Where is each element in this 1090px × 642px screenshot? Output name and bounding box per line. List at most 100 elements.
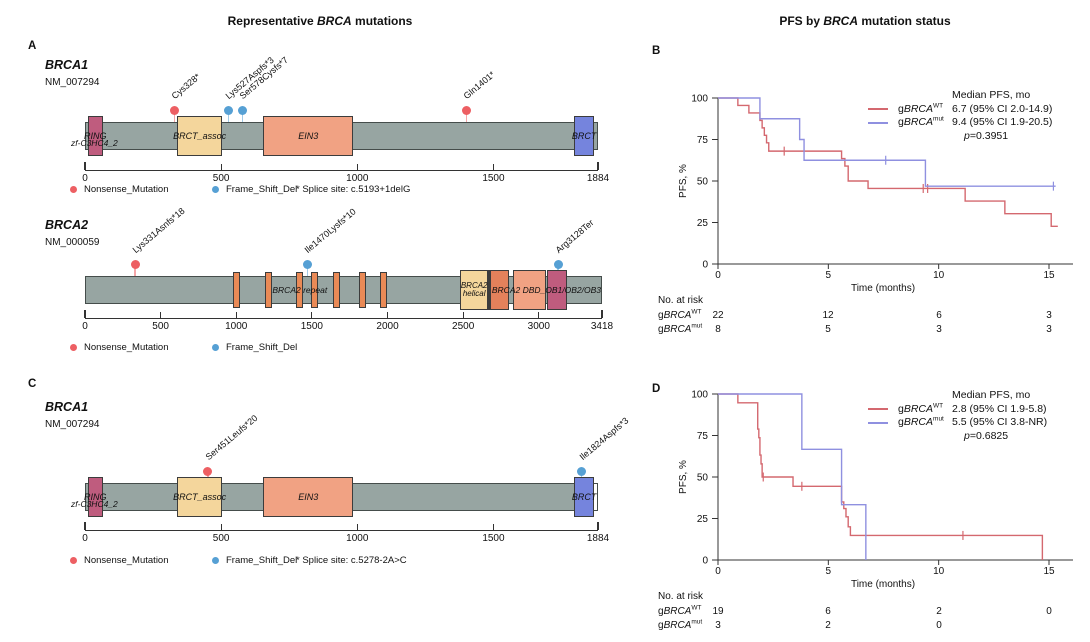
nonsense-dot-icon (70, 557, 77, 564)
transcript-id: NM_007294 (45, 419, 100, 430)
mutation-dot-frameshift (237, 106, 247, 115)
risk-value: 3 (1046, 310, 1052, 321)
risk-value: 2 (825, 620, 831, 631)
km-curve-wt (718, 393, 1044, 560)
gene-name: BRCA1 (45, 58, 89, 72)
series-name-wt: gBRCAWT (898, 402, 944, 415)
km-plot-svg: 0 25 50 75 100 0 5 10 15 PFS, % Time (months) (678, 390, 1073, 590)
x-tick-label: 5 (826, 566, 832, 577)
mutation-legend: Nonsense_Mutation Frame_Shift_Del (0, 342, 640, 356)
brc-repeat-box (310, 272, 318, 308)
axis-tick (597, 522, 599, 530)
legend-item-nonsense: Nonsense_Mutation (70, 342, 169, 353)
mutation-label: Cys328* (169, 71, 203, 101)
axis-tick-label: 1000 (346, 173, 369, 184)
gene-bar: RING BRCT_assoc EIN3 BRCT zf-C3HC4_2 Ser451Le… (71, 413, 630, 517)
x-tick-label: 0 (715, 566, 721, 577)
mutation-dot-nonsense (169, 106, 179, 115)
y-axis-label: PFS, % (678, 164, 689, 198)
left-figure-title: Representative BRCA mutations (227, 14, 413, 28)
mutation-stem (465, 110, 468, 122)
p-value: p=0.3951 (964, 129, 1009, 142)
risk-value: 3 (715, 620, 721, 631)
axis-tick-label: 1000 (346, 533, 369, 544)
mutation-dot-nonsense (203, 467, 213, 476)
wt-line-swatch (868, 108, 888, 111)
risk-value: 19 (712, 606, 724, 617)
repeat-region-label: BRCA2 repeat (272, 285, 328, 295)
p-value: p=0.6825 (964, 429, 1009, 442)
mutation-dot-frameshift (223, 106, 233, 115)
km-legend-header: Median PFS, mo (952, 389, 1031, 401)
mutation-dot-nonsense (130, 260, 140, 269)
y-tick-label: 100 (691, 390, 708, 401)
frameshift-dot-icon (212, 344, 219, 351)
y-axis-label: PFS, % (678, 460, 689, 494)
axis-tick (220, 524, 222, 530)
axis-tick-label: 1000 (225, 321, 248, 332)
legend-item-frameshift: Frame_Shift_Del (212, 184, 297, 195)
mutation-stem (241, 110, 244, 122)
x-tick-label: 15 (1043, 566, 1055, 577)
legend-item-frameshift: Frame_Shift_Del (212, 555, 297, 566)
axis-tick-label: 0 (82, 533, 88, 544)
axis-tick-label: 2000 (376, 321, 399, 332)
risk-row-mut: gBRCAmut 8 5 3 3 (640, 323, 1090, 337)
domain-box (513, 270, 546, 310)
axis-tick-label: 1884 (586, 173, 610, 184)
panel-letter-b: B (652, 45, 661, 57)
axis-baseline (85, 170, 598, 172)
gene-name: BRCA1 (45, 400, 89, 414)
y-tick-label: 0 (702, 260, 708, 271)
legend-label-frameshift: Frame_Shift_Del (226, 342, 298, 353)
right-figure-title: PFS by BRCA mutation status (779, 14, 951, 28)
frameshift-dot-icon (212, 186, 219, 193)
zf-domain-label: zf-C3HC4_2 (71, 499, 118, 509)
mutation-legend: Nonsense_Mutation Frame_Shift_Del * Splice… (0, 555, 640, 569)
protein-axis: 0 500 1000 1500 2000 2500 3000 3418 (82, 310, 613, 336)
legend-item-nonsense: Nonsense_Mutation (70, 555, 169, 566)
risk-value: 3 (936, 324, 942, 335)
mutation-stem (306, 264, 309, 276)
mutation-label: Arg3128Ter (553, 217, 596, 255)
domain-box: BRCT (572, 477, 596, 517)
axis-tick (235, 312, 237, 318)
mutation-stem (173, 110, 176, 122)
y-tick-label: 75 (697, 431, 709, 442)
risk-value: 0 (1046, 606, 1052, 617)
domain-box: BRCT_assoc (173, 477, 226, 517)
transcript-id: NM_000059 (45, 237, 100, 248)
axis-tick (492, 524, 495, 530)
nonsense-dot-icon (70, 186, 77, 193)
axis-tick-label: 1500 (482, 173, 505, 184)
domain-box (488, 270, 491, 310)
axis-tick-label: 1884 (586, 533, 610, 544)
y-tick-label: 75 (697, 135, 709, 146)
axis-tick-label: 3000 (527, 321, 550, 332)
protein-axis: 0 500 1000 1500 1884 (82, 162, 609, 188)
median-pfs-wt: 2.8 (95% CI 1.9-5.8) (952, 402, 1047, 415)
km-legend-row-wt: gBRCAWT 6.7 (95% CI 2.0-14.9) (868, 102, 1090, 117)
panel-a-brca2-lollipop: BRCA2 NM_000059 BRCA2 helical BRCA2 repeat… (0, 200, 640, 378)
axis-baseline (85, 318, 602, 320)
risk-table-header: No. at risk (658, 591, 704, 602)
mutation-dot-frameshift (553, 260, 563, 269)
mutation-label: Ile1824Aspfs*3 (577, 415, 631, 462)
risk-row-wt: gBRCAWT 22 12 6 3 (640, 309, 1090, 323)
risk-value: 0 (936, 620, 942, 631)
protein-axis: 0 500 1000 1500 1884 (82, 522, 609, 548)
x-axis-label: Time (months) (851, 579, 915, 590)
risk-value: 8 (715, 324, 721, 335)
km-curve-mut (718, 97, 1056, 187)
y-tick-label: 25 (697, 514, 709, 525)
brc-repeat-box (379, 272, 387, 308)
panel-letter-c: C (28, 378, 37, 390)
y-tick-label: 0 (702, 556, 708, 567)
axis-tick-label: 500 (212, 533, 230, 544)
legend-label-frameshift: Frame_Shift_Del (226, 184, 298, 195)
axis-tick-label: 500 (212, 173, 230, 184)
mutation-dot-frameshift (302, 260, 312, 269)
risk-value: 2 (936, 606, 942, 617)
risk-value: 3 (1046, 324, 1052, 335)
